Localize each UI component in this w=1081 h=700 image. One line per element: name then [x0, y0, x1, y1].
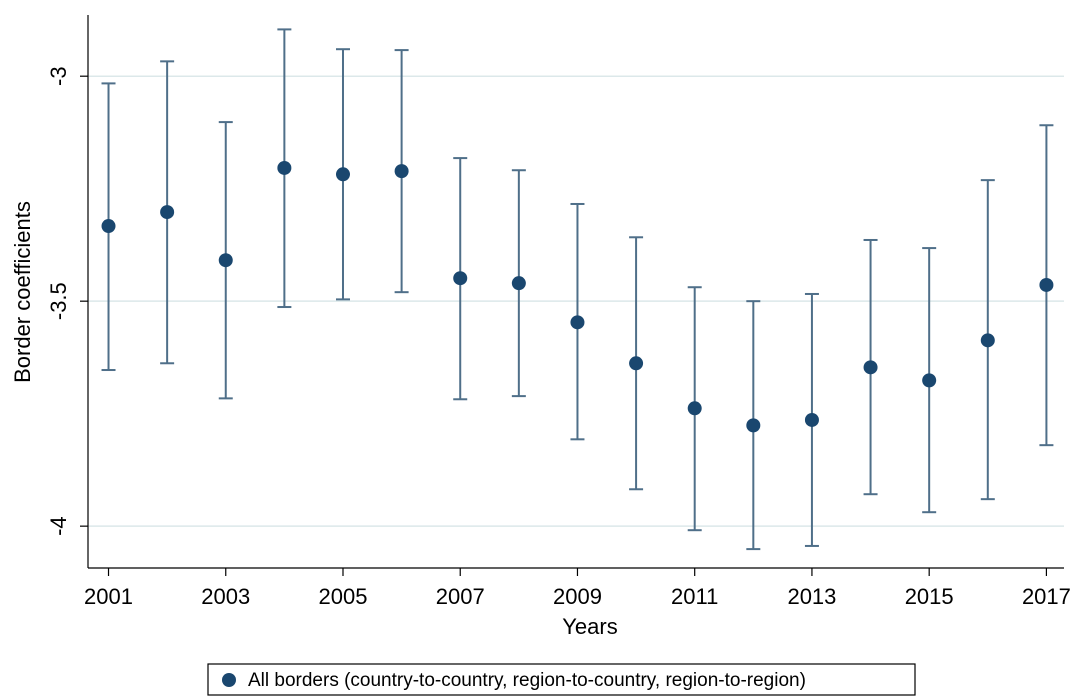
point [980, 333, 995, 348]
x-axis-title: Years [562, 614, 617, 639]
point [863, 360, 878, 375]
y-tick-label: -3 [46, 66, 71, 86]
x-tick-label: 2011 [671, 584, 718, 609]
x-tick-label: 2005 [319, 584, 368, 609]
x-tick-label: 2017 [1022, 584, 1071, 609]
point [101, 219, 116, 234]
point [394, 164, 409, 179]
point [687, 401, 702, 416]
point [922, 373, 937, 388]
point [570, 315, 585, 330]
point [453, 271, 468, 286]
y-tick-label: -4 [46, 516, 71, 536]
x-tick-label: 2003 [201, 584, 250, 609]
point [160, 205, 175, 220]
point [511, 276, 526, 291]
y-axis-title: Border coefficients [10, 201, 35, 383]
x-tick-label: 2009 [553, 584, 602, 609]
point [629, 356, 644, 371]
x-tick-label: 2001 [84, 584, 133, 609]
point [1039, 277, 1054, 292]
point [335, 167, 350, 182]
x-tick-label: 2007 [436, 584, 485, 609]
y-tick-label: -3.5 [46, 282, 71, 320]
legend-marker [222, 673, 236, 687]
x-tick-label: 2015 [905, 584, 954, 609]
x-tick-label: 2013 [787, 584, 836, 609]
point [804, 412, 819, 427]
point [277, 160, 292, 175]
point [746, 418, 761, 433]
legend-box [207, 663, 916, 696]
legend-label: All borders (country-to-country, region-… [248, 670, 806, 691]
point [218, 253, 233, 268]
